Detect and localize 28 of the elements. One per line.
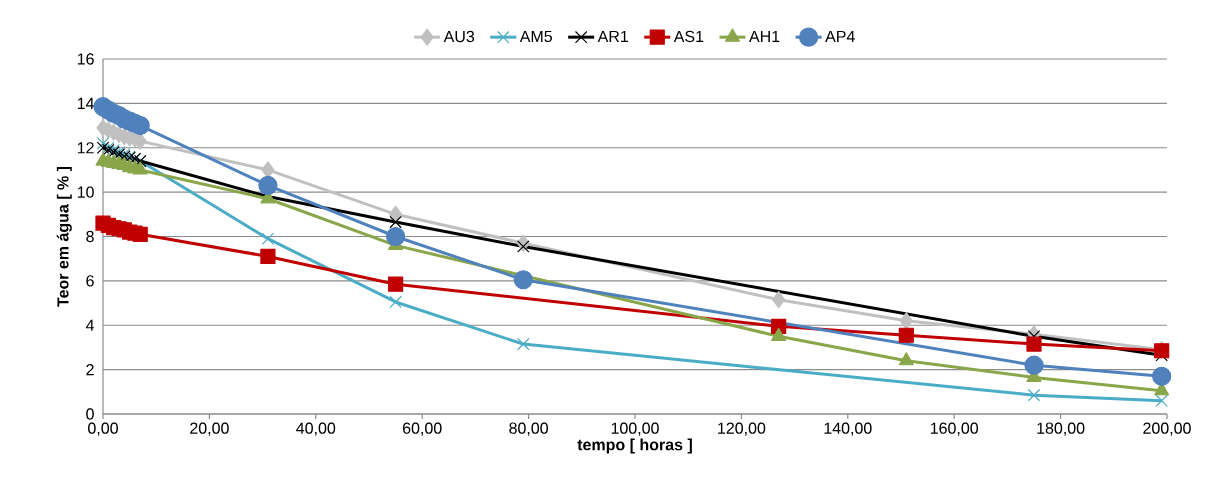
y-tick-label: 8	[86, 230, 94, 243]
y-tick-label: 16	[77, 53, 94, 65]
x-tick-label: 120,00	[718, 422, 766, 436]
x-tick-label: 200,00	[1143, 422, 1191, 436]
legend-label: AP4	[825, 30, 855, 42]
legend-label: AU3	[443, 30, 475, 43]
y-tick-label: 14	[77, 97, 95, 109]
legend-label: AH1	[749, 30, 780, 42]
x-tick-label: 40,00	[296, 422, 336, 436]
legend-label: AR1	[597, 30, 628, 42]
y-tick-label: 0	[86, 408, 94, 420]
y-axis-title: Teor em água [ % ]	[56, 166, 72, 307]
legend-label: AS1	[673, 30, 704, 43]
x-tick-label: 100,00	[611, 422, 659, 436]
x-axis-title: tempo [ horas ]	[577, 438, 692, 454]
x-tick-label: 20,00	[190, 422, 229, 436]
legend-label: AM5	[519, 30, 552, 43]
y-tick-label: 4	[85, 319, 95, 331]
x-tick-label: 140,00	[824, 422, 872, 436]
y-tick-label: 2	[86, 364, 94, 376]
y-tick-label: 6	[86, 275, 94, 287]
x-tick-label: 180,00	[1037, 422, 1085, 436]
y-tick-label: 12	[77, 142, 94, 154]
x-tick-label: 60,00	[402, 422, 442, 436]
x-tick-label: 0,00	[88, 422, 118, 436]
x-tick-label: 160,00	[930, 422, 979, 436]
x-tick-label: 80,00	[509, 422, 548, 436]
y-tick-label: 10	[77, 186, 94, 198]
